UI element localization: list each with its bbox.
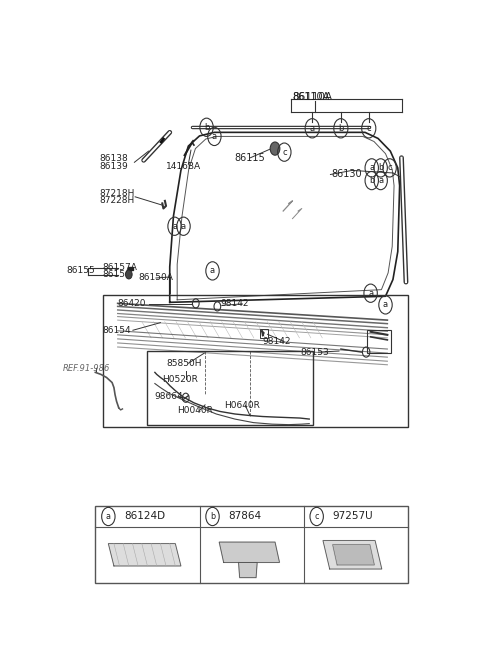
Text: 87864: 87864 [228, 511, 261, 521]
Text: 85850H: 85850H [166, 358, 202, 368]
Text: 86110A: 86110A [292, 92, 330, 102]
Text: a: a [172, 221, 177, 231]
Text: REF.91-986: REF.91-986 [63, 364, 110, 373]
Text: c: c [282, 148, 287, 157]
Text: 86153: 86153 [300, 347, 329, 357]
Text: 86155: 86155 [67, 266, 96, 275]
Text: a: a [106, 512, 111, 521]
Text: c: c [366, 124, 371, 133]
Text: 86156: 86156 [103, 270, 132, 279]
Text: b: b [338, 124, 344, 133]
Text: b: b [210, 512, 215, 521]
Text: a: a [181, 221, 186, 231]
Text: 86139: 86139 [99, 162, 128, 171]
Text: a: a [378, 176, 383, 185]
Text: 86157A: 86157A [103, 263, 138, 272]
Text: 86138: 86138 [99, 154, 128, 163]
Text: 86130: 86130 [332, 169, 362, 179]
Text: 87218H: 87218H [99, 188, 134, 198]
Text: 86420: 86420 [118, 299, 146, 308]
Text: 86115: 86115 [235, 153, 265, 163]
Polygon shape [323, 540, 382, 569]
Text: c: c [314, 512, 319, 521]
Text: 97257U: 97257U [332, 511, 373, 521]
Text: a: a [383, 301, 388, 309]
Text: b: b [378, 163, 384, 173]
Text: a: a [310, 124, 315, 133]
Polygon shape [219, 542, 279, 562]
Text: 86124D: 86124D [124, 511, 165, 521]
Polygon shape [333, 544, 374, 565]
Text: a: a [369, 163, 374, 173]
Polygon shape [108, 544, 181, 566]
Text: 98142: 98142 [220, 299, 249, 308]
Text: 1416BA: 1416BA [166, 162, 201, 171]
Circle shape [270, 142, 280, 156]
Text: 86154: 86154 [103, 326, 132, 335]
Text: b: b [204, 123, 209, 132]
Text: c: c [387, 163, 392, 173]
Text: 87228H: 87228H [99, 196, 134, 206]
Text: 86110A: 86110A [292, 92, 333, 102]
Polygon shape [128, 267, 133, 270]
Text: H0640R: H0640R [224, 401, 260, 410]
Polygon shape [239, 562, 257, 578]
Text: a: a [212, 132, 217, 141]
Text: a: a [368, 289, 373, 298]
Text: 98142: 98142 [263, 337, 291, 346]
Circle shape [125, 270, 132, 279]
Text: 86150A: 86150A [138, 273, 173, 283]
Text: a: a [210, 266, 215, 275]
Text: b: b [369, 176, 374, 185]
Text: H0520R: H0520R [162, 375, 198, 384]
Text: H0040R: H0040R [177, 406, 213, 415]
Text: 98664: 98664 [155, 391, 183, 401]
